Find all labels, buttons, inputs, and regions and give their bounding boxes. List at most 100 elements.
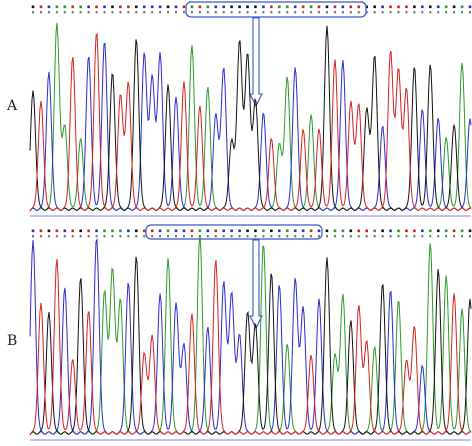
- base-call-mark: [63, 229, 67, 233]
- base-letter-mark: [341, 11, 344, 14]
- base-call-mark: [182, 5, 186, 9]
- base-letter-mark: [333, 11, 336, 14]
- base-letter-mark: [469, 235, 471, 238]
- base-letter-mark: [294, 11, 297, 14]
- base-letter-mark: [32, 11, 34, 14]
- base-letter-mark: [405, 11, 408, 14]
- base-call-mark: [468, 229, 472, 233]
- base-call-mark: [317, 5, 321, 9]
- base-letter-mark: [310, 11, 313, 14]
- base-letter-mark: [445, 11, 448, 14]
- base-call-mark: [341, 229, 345, 233]
- base-letter-mark: [302, 235, 305, 238]
- base-call-mark: [421, 5, 424, 9]
- base-call-mark: [381, 229, 384, 233]
- base-letter-mark: [310, 235, 313, 238]
- base-letter-mark: [389, 235, 392, 238]
- base-call-mark: [190, 229, 194, 233]
- base-letter-mark: [413, 11, 416, 14]
- base-letter-mark: [230, 11, 233, 14]
- base-call-mark: [134, 229, 138, 233]
- base-letter-mark: [79, 235, 82, 238]
- highlight-box: [185, 1, 367, 18]
- base-call-mark: [444, 229, 448, 233]
- base-call-mark: [119, 229, 122, 233]
- base-call-mark: [103, 229, 106, 233]
- base-call-mark: [238, 5, 241, 9]
- base-call-mark: [150, 229, 154, 233]
- panel-label-b: B: [7, 333, 18, 349]
- base-call-mark: [468, 5, 472, 9]
- base-call-mark: [214, 229, 218, 233]
- base-letter-mark: [135, 11, 138, 14]
- base-letter-mark: [214, 11, 217, 14]
- base-letter-mark: [278, 235, 281, 238]
- base-call-mark: [142, 5, 146, 9]
- base-letter-mark: [246, 235, 249, 238]
- base-letter-mark: [111, 235, 114, 238]
- base-letter-mark: [262, 235, 265, 238]
- base-letter-mark: [143, 235, 146, 238]
- base-call-mark: [246, 229, 249, 233]
- trace-g: [29, 256, 472, 436]
- base-call-mark: [460, 229, 464, 233]
- base-call-mark: [79, 229, 82, 233]
- base-letter-mark: [278, 11, 281, 14]
- base-letter-mark: [389, 11, 392, 14]
- base-letter-mark: [167, 235, 170, 238]
- base-call-mark: [325, 229, 329, 233]
- base-call-strip: [31, 229, 472, 238]
- base-letter-mark: [32, 235, 34, 238]
- base-call-mark: [71, 5, 75, 9]
- trace-group: [29, 22, 472, 212]
- base-call-mark: [174, 5, 178, 9]
- arrow-down-icon: [249, 17, 263, 108]
- base-call-mark: [103, 5, 106, 9]
- base-call-mark: [309, 5, 313, 9]
- base-letter-mark: [349, 235, 352, 238]
- base-call-mark: [222, 229, 225, 233]
- base-letter-mark: [333, 235, 336, 238]
- base-letter-mark: [182, 11, 185, 14]
- base-letter-mark: [103, 11, 106, 14]
- base-call-mark: [436, 5, 440, 9]
- base-call-mark: [79, 5, 82, 9]
- base-letter-mark: [222, 11, 225, 14]
- base-letter-mark: [127, 235, 130, 238]
- base-call-mark: [119, 5, 122, 9]
- base-call-mark: [452, 5, 456, 9]
- base-letter-mark: [405, 235, 408, 238]
- base-letter-mark: [71, 235, 74, 238]
- base-letter-mark: [318, 235, 321, 238]
- base-call-mark: [413, 229, 416, 233]
- base-call-mark: [301, 5, 305, 9]
- base-call-mark: [365, 229, 369, 233]
- base-call-mark: [95, 5, 98, 9]
- base-call-mark: [285, 5, 289, 9]
- base-call-mark: [246, 5, 249, 9]
- chromatogram-panel-b: [29, 224, 472, 441]
- base-call-strip: [31, 5, 472, 14]
- base-call-mark: [405, 229, 408, 233]
- base-call-mark: [31, 5, 35, 9]
- base-call-mark: [47, 5, 51, 9]
- base-call-mark: [262, 5, 265, 9]
- base-call-mark: [421, 229, 424, 233]
- base-call-mark: [87, 229, 90, 233]
- base-letter-mark: [254, 235, 257, 238]
- base-letter-mark: [421, 235, 424, 238]
- base-letter-mark: [175, 235, 178, 238]
- base-call-mark: [214, 5, 218, 9]
- base-call-mark: [278, 5, 281, 9]
- base-call-mark: [349, 5, 353, 9]
- trace-group: [29, 235, 472, 436]
- base-letter-mark: [238, 235, 241, 238]
- base-call-mark: [222, 5, 225, 9]
- base-letter-mark: [143, 11, 146, 14]
- chromatogram-panel-a: [29, 1, 472, 217]
- base-letter-mark: [429, 235, 432, 238]
- base-letter-mark: [135, 235, 138, 238]
- base-letter-mark: [397, 11, 400, 14]
- base-letter-mark: [262, 11, 265, 14]
